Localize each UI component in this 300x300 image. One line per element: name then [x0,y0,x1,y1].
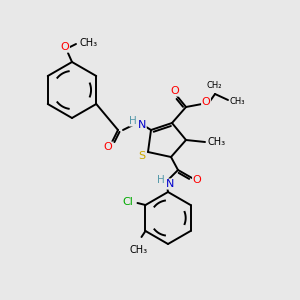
Text: H: H [157,175,165,185]
Text: O: O [171,86,179,96]
Text: CH₂: CH₂ [206,81,222,90]
Text: CH₃: CH₃ [129,245,148,255]
Text: O: O [193,175,201,185]
Text: N: N [166,179,174,189]
Text: O: O [61,42,69,52]
Text: CH₃: CH₃ [207,137,225,147]
Text: CH₃: CH₃ [80,38,98,48]
Text: O: O [202,97,210,107]
Text: H: H [129,116,137,126]
Text: Cl: Cl [122,197,133,207]
Text: CH₃: CH₃ [230,97,245,106]
Text: O: O [103,142,112,152]
Text: S: S [138,151,146,161]
Text: N: N [138,120,146,130]
